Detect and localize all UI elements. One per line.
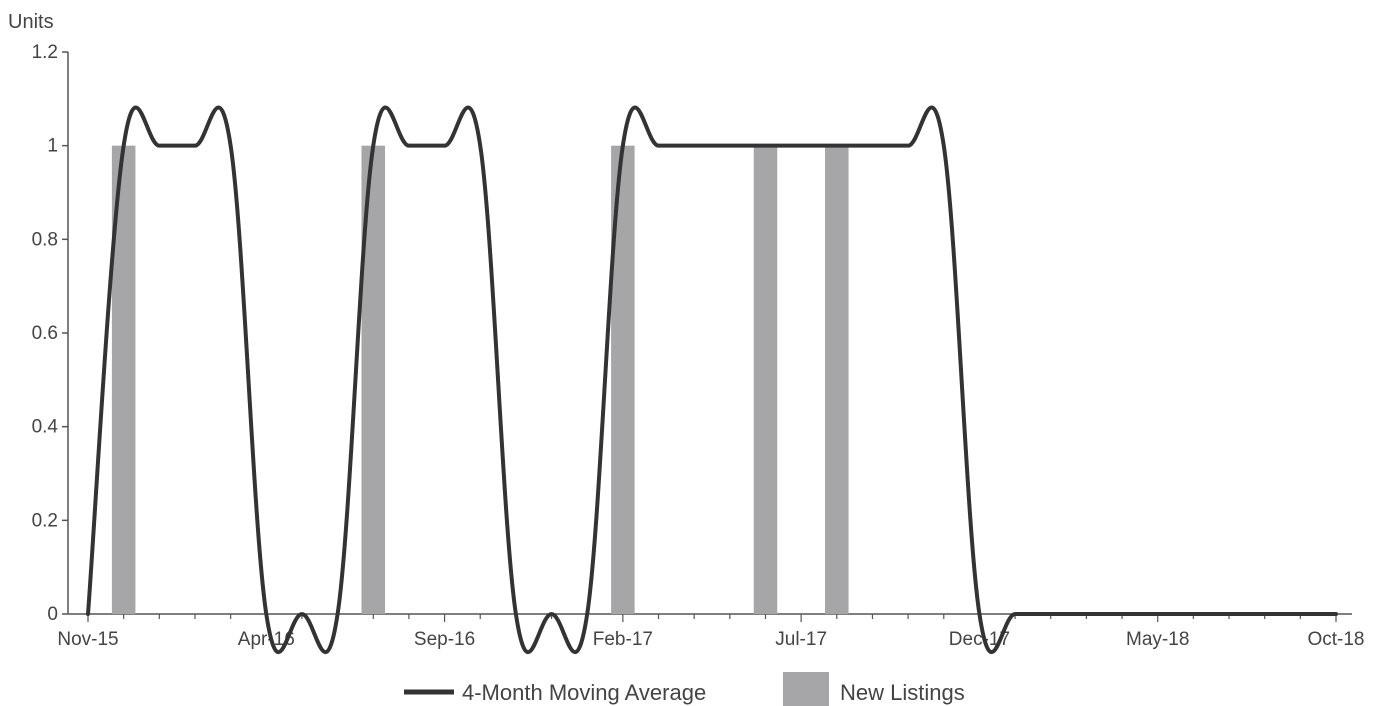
- x-tick-label: Sep-16: [414, 629, 475, 650]
- x-tick-label: May-18: [1126, 629, 1189, 650]
- legend-bar-swatch: [783, 672, 829, 706]
- y-axis-label: Units: [8, 11, 54, 33]
- y-axis: 0 0.2 0.4 0.6 0.8 1 1.2: [32, 42, 69, 625]
- y-tick-label: 0.8: [32, 229, 58, 250]
- x-tick-label: Apr-16: [238, 629, 295, 650]
- moving-average-line: [86, 105, 1338, 655]
- line-series: [86, 105, 1338, 655]
- x-tick-label: Jul-17: [775, 629, 827, 650]
- y-tick-label: 1: [47, 136, 58, 157]
- y-tick-label: 0.4: [32, 417, 59, 438]
- legend: 4-Month Moving Average New Listings: [404, 672, 965, 706]
- y-tick-label: 0: [47, 604, 58, 625]
- x-tick-label: Oct-18: [1307, 629, 1364, 650]
- bar: [361, 145, 386, 614]
- bar: [611, 145, 635, 614]
- y-tick-label: 0.6: [32, 323, 58, 344]
- x-tick-label: Feb-17: [593, 629, 653, 650]
- bar: [111, 145, 136, 614]
- x-tick-label: Nov-15: [57, 629, 118, 650]
- bar-series: [111, 145, 849, 614]
- y-tick-label: 0.2: [32, 510, 58, 531]
- x-axis: Nov-15 Apr-16 Sep-16 Feb-17 Jul-17 Dec-17 May-…: [57, 613, 1365, 650]
- bar: [753, 145, 778, 614]
- bar: [825, 145, 849, 614]
- legend-label-moving-average: 4-Month Moving Average: [462, 680, 706, 705]
- legend-label-new-listings: New Listings: [840, 680, 965, 705]
- y-tick-label: 1.2: [32, 42, 58, 63]
- x-tick-label: Dec-17: [949, 629, 1010, 650]
